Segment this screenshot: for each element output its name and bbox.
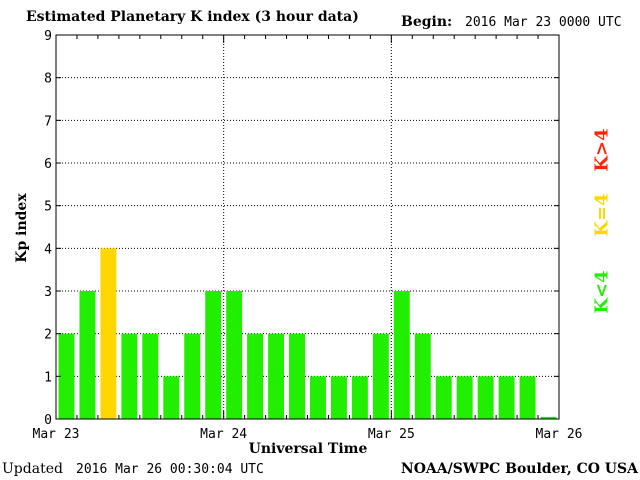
- kp-bar: [289, 333, 305, 419]
- begin-label: Begin:: [401, 14, 453, 30]
- y-tick-label: 1: [44, 370, 52, 385]
- bars: [58, 248, 557, 419]
- kp-bar: [163, 376, 180, 419]
- y-tick-label: 8: [44, 72, 52, 87]
- begin-value: 2016 Mar 23 0000 UTC: [465, 15, 622, 30]
- grid-lines: [56, 35, 559, 419]
- y-tick-label: 0: [44, 413, 52, 428]
- kp-bar: [310, 376, 326, 419]
- kp-bar: [330, 376, 347, 419]
- legend-k-below-4: K<4: [591, 270, 613, 314]
- x-axis-label: Universal Time: [248, 441, 368, 457]
- kp-bar: [477, 376, 494, 419]
- chart-title: Estimated Planetary K index (3 hour data…: [26, 9, 359, 25]
- updated-timestamp: 2016 Mar 26 00:30:04 UTC: [76, 462, 264, 477]
- x-tick-label: Mar 25: [368, 427, 415, 442]
- kp-bar: [372, 333, 389, 419]
- updated-label: Updated: [2, 461, 63, 477]
- kp-bar: [414, 333, 431, 419]
- kp-bar: [435, 376, 452, 419]
- kp-bar: [456, 376, 473, 419]
- y-tick-label: 5: [44, 200, 52, 215]
- kp-bar: [268, 333, 285, 419]
- kp-bar: [519, 376, 536, 419]
- kp-bar: [184, 333, 201, 419]
- kp-bar: [121, 333, 138, 419]
- y-tick-label: 4: [44, 242, 52, 257]
- y-tick-label: 7: [44, 114, 52, 129]
- x-tick-label: Mar 23: [33, 427, 80, 442]
- y-tick-label: 3: [44, 285, 52, 300]
- kp-bar: [100, 248, 117, 419]
- kp-bar: [226, 291, 243, 419]
- y-tick-label: 2: [44, 328, 52, 343]
- kp-bar: [142, 333, 159, 419]
- kp-bar: [540, 416, 557, 419]
- kp-bar: [247, 333, 264, 419]
- y-tick-label: 9: [44, 29, 52, 44]
- kp-bar: [79, 291, 96, 419]
- legend-k-equal-4: K=4: [591, 193, 613, 237]
- kp-bar: [205, 291, 222, 419]
- y-tick-label: 6: [44, 157, 52, 172]
- kp-bar: [393, 291, 410, 419]
- kp-bar: [498, 376, 515, 419]
- kp-bar: [351, 376, 368, 419]
- x-tick-label: Mar 24: [200, 427, 247, 442]
- credit-text: NOAA/SWPC Boulder, CO USA: [400, 461, 638, 477]
- kp-bar: [58, 333, 75, 419]
- ticks: 0 1 2 3 4 5 6 7 8 9 Mar 23 Mar 24 Mar 25 Mar 26: [33, 29, 583, 442]
- legend-k-above-4: K>4: [591, 128, 613, 172]
- x-tick-label: Mar 26: [536, 427, 583, 442]
